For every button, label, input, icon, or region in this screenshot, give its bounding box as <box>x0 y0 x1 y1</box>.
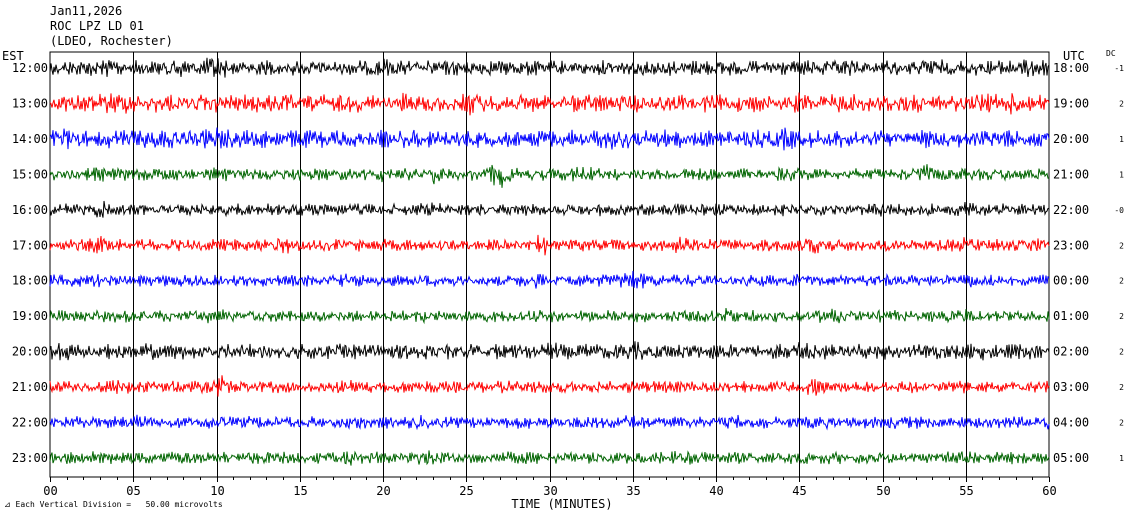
chart-labels: 00 05 10 15 20 25 30 35 40 45 50 55 60 TIME (MINUTES)… <box>12 61 1124 511</box>
est-time-label: 22:00 <box>12 416 48 430</box>
x-tick-label: 35 <box>626 484 640 498</box>
utc-time-label: 18:00 <box>1053 61 1089 75</box>
header-date: Jan11,2026 <box>50 4 123 18</box>
utc-time-label: 23:00 <box>1053 238 1089 252</box>
dc-offset-value: 1 <box>1119 170 1124 179</box>
est-time-label: 20:00 <box>12 345 48 359</box>
dc-offset-value: 2 <box>1119 348 1124 357</box>
left-timezone-label: EST <box>2 49 24 63</box>
x-tick-label: 60 <box>1042 484 1056 498</box>
utc-time-label: 02:00 <box>1053 345 1089 359</box>
footer-note: ⊿ Each Vertical Division = 50.00 microvo… <box>4 500 223 509</box>
utc-time-label: 19:00 <box>1053 96 1089 110</box>
dc-header: DC <box>1106 49 1116 58</box>
est-time-label: 12:00 <box>12 61 48 75</box>
dc-offset-value: -1 <box>1114 64 1124 73</box>
utc-time-label: 20:00 <box>1053 132 1089 146</box>
trace-row-11 <box>49 414 1050 431</box>
utc-time-label: 04:00 <box>1053 416 1089 430</box>
x-tick-label: 15 <box>293 484 307 498</box>
est-time-label: 19:00 <box>12 309 48 323</box>
x-tick-label: 05 <box>126 484 140 498</box>
dc-offset-value: 2 <box>1119 312 1124 321</box>
scale-icon: ⊿ <box>4 500 16 509</box>
utc-time-label: 21:00 <box>1053 167 1089 181</box>
dc-offset-value: 2 <box>1119 419 1124 428</box>
utc-time-label: 05:00 <box>1053 451 1089 465</box>
x-tick-label: 10 <box>210 484 224 498</box>
right-timezone-label: UTC <box>1063 49 1085 63</box>
x-tick-label: 45 <box>792 484 806 498</box>
x-tick-label: 20 <box>376 484 390 498</box>
dc-offset-value: 1 <box>1119 454 1124 463</box>
dc-offset-value: 1 <box>1119 135 1124 144</box>
utc-time-label: 22:00 <box>1053 203 1089 217</box>
header-network: (LDEO, Rochester) <box>50 34 173 48</box>
est-time-label: 14:00 <box>12 132 48 146</box>
dc-offset-value: 2 <box>1119 241 1124 250</box>
est-time-label: 18:00 <box>12 274 48 288</box>
x-tick-label: 00 <box>43 484 57 498</box>
trace-row-10 <box>49 375 1050 397</box>
trace-row-7 <box>49 270 1050 289</box>
chart-grid <box>49 51 1050 482</box>
trace-row-6 <box>49 234 1050 256</box>
est-time-label: 13:00 <box>12 96 48 110</box>
trace-row-12 <box>49 450 1050 466</box>
trace-row-3 <box>49 127 1050 151</box>
trace-row-4 <box>49 164 1050 188</box>
header-station: ROC LPZ LD 01 <box>50 19 144 33</box>
utc-time-label: 00:00 <box>1053 274 1089 288</box>
dc-offset-value: 2 <box>1119 277 1124 286</box>
est-time-label: 21:00 <box>12 380 48 394</box>
seismic-traces <box>49 57 1050 466</box>
x-tick-label: 25 <box>459 484 473 498</box>
dc-offset-value: 2 <box>1119 99 1124 108</box>
x-axis-label: TIME (MINUTES) <box>511 497 612 511</box>
x-tick-label: 40 <box>709 484 723 498</box>
utc-time-label: 01:00 <box>1053 309 1089 323</box>
dc-offset-value: 2 <box>1119 383 1124 392</box>
x-tick-label: 55 <box>959 484 973 498</box>
trace-row-2 <box>49 92 1050 116</box>
dc-offset-value: -0 <box>1114 206 1124 215</box>
trace-row-1 <box>49 57 1050 78</box>
plot-frame <box>49 51 1050 478</box>
x-tick-label: 50 <box>876 484 890 498</box>
est-time-label: 15:00 <box>12 167 48 181</box>
trace-row-8 <box>49 308 1050 325</box>
trace-row-5 <box>49 200 1050 218</box>
utc-time-label: 03:00 <box>1053 380 1089 394</box>
est-time-label: 23:00 <box>12 451 48 465</box>
trace-row-9 <box>49 341 1050 361</box>
vertical-division-note: Each Vertical Division = 50.00 microvolt… <box>15 500 223 509</box>
x-tick-label: 30 <box>543 484 557 498</box>
est-time-label: 17:00 <box>12 238 48 252</box>
est-time-label: 16:00 <box>12 203 48 217</box>
